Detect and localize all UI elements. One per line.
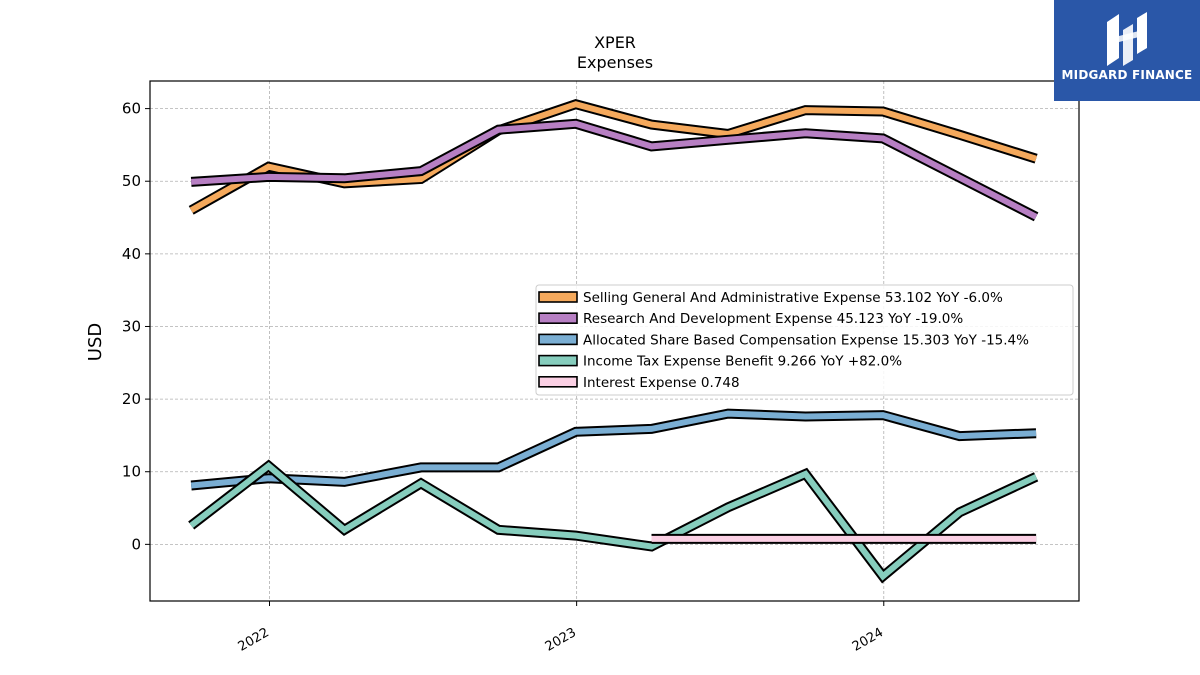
legend-swatch — [538, 354, 578, 367]
y-tick-label: 30 — [122, 317, 141, 335]
y-tick-label: 40 — [122, 245, 141, 263]
x-tick-label: 2023 — [543, 625, 579, 655]
legend-swatch — [538, 333, 578, 346]
legend: Selling General And Administrative Expen… — [535, 284, 1074, 396]
series-lines — [188, 98, 1039, 584]
legend-swatch — [538, 312, 578, 325]
legend-label: Interest Expense 0.748 — [583, 375, 740, 391]
legend-box — [535, 284, 1074, 396]
y-axis-label: USD — [85, 323, 106, 361]
y-tick-label: 10 — [122, 463, 141, 481]
brand-name: MIDGARD FINANCE — [1061, 68, 1193, 82]
series-line-1 — [191, 120, 1038, 220]
legend-label: Research And Development Expense 45.123 … — [583, 311, 963, 327]
series-line-3 — [189, 462, 1038, 581]
legend-label: Selling General And Administrative Expen… — [583, 290, 1003, 306]
y-tick-label: 20 — [122, 390, 141, 408]
y-tick-label: 50 — [122, 172, 141, 190]
y-tick-label: 60 — [122, 100, 141, 118]
series-line-2 — [190, 410, 1037, 489]
legend-swatch — [538, 375, 578, 388]
y-tick-label: 0 — [131, 535, 141, 553]
chart-subtitle: Expenses — [577, 53, 653, 72]
legend-label: Allocated Share Based Compensation Expen… — [583, 332, 1029, 348]
y-axis-ticks: 0 10 20 30 40 50 60 — [122, 100, 150, 553]
midgard-logo-icon — [1107, 12, 1147, 66]
chart-title: XPER — [594, 33, 636, 52]
plot-frame — [149, 80, 1080, 602]
brand-logo: MIDGARD FINANCE — [1054, 0, 1200, 101]
x-tick-label: 2022 — [236, 625, 272, 655]
legend-label: Income Tax Expense Benefit 9.266 YoY +82… — [583, 354, 902, 370]
x-axis-ticks: 2022 2023 2024 — [236, 601, 886, 655]
x-tick-label: 2024 — [850, 625, 886, 655]
legend-swatch — [538, 291, 578, 303]
